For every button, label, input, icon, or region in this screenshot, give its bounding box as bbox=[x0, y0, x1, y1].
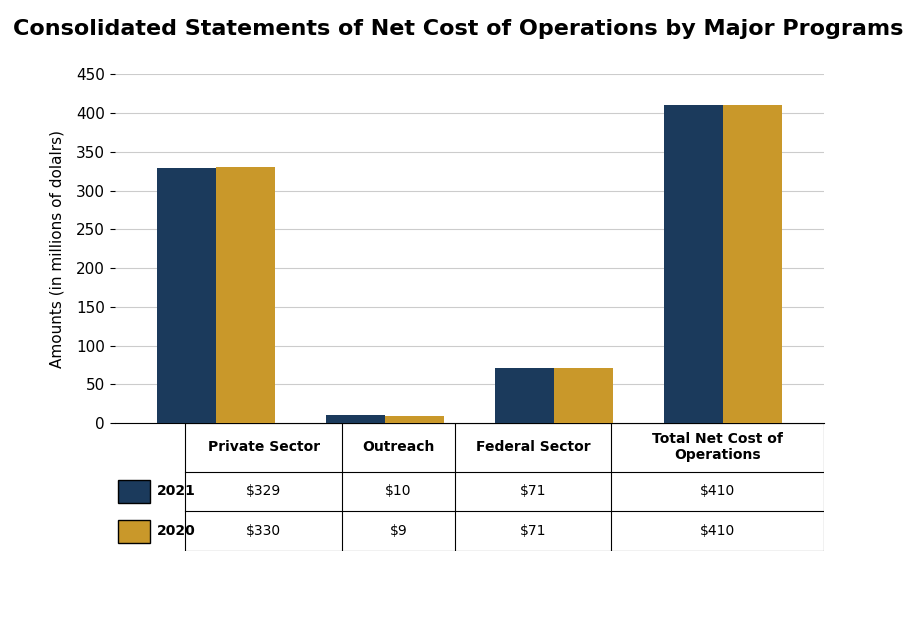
Text: $329: $329 bbox=[246, 485, 281, 498]
Bar bbox=[664, 105, 723, 423]
Bar bbox=[495, 368, 554, 423]
Text: $410: $410 bbox=[701, 524, 736, 538]
FancyBboxPatch shape bbox=[118, 480, 150, 503]
Text: Federal Sector: Federal Sector bbox=[476, 440, 591, 454]
Bar bbox=[554, 368, 613, 423]
Text: $410: $410 bbox=[701, 485, 736, 498]
Text: 2020: 2020 bbox=[158, 524, 196, 538]
FancyBboxPatch shape bbox=[118, 519, 150, 543]
Text: Outreach: Outreach bbox=[362, 440, 435, 454]
Text: $10: $10 bbox=[386, 485, 411, 498]
Text: $9: $9 bbox=[389, 524, 408, 538]
Bar bbox=[385, 416, 444, 423]
Text: $71: $71 bbox=[520, 524, 547, 538]
Text: Consolidated Statements of Net Cost of Operations by Major Programs: Consolidated Statements of Net Cost of O… bbox=[13, 19, 903, 38]
Text: $71: $71 bbox=[520, 485, 547, 498]
Text: $330: $330 bbox=[246, 524, 281, 538]
Bar bbox=[326, 415, 385, 423]
Bar bbox=[157, 168, 216, 423]
Bar bbox=[723, 105, 782, 423]
Bar bbox=[216, 167, 275, 423]
Text: Total Net Cost of
Operations: Total Net Cost of Operations bbox=[652, 432, 783, 462]
Text: 2021: 2021 bbox=[158, 485, 196, 498]
Y-axis label: Amounts (in millions of dolalrs): Amounts (in millions of dolalrs) bbox=[49, 129, 65, 368]
Text: Private Sector: Private Sector bbox=[208, 440, 320, 454]
